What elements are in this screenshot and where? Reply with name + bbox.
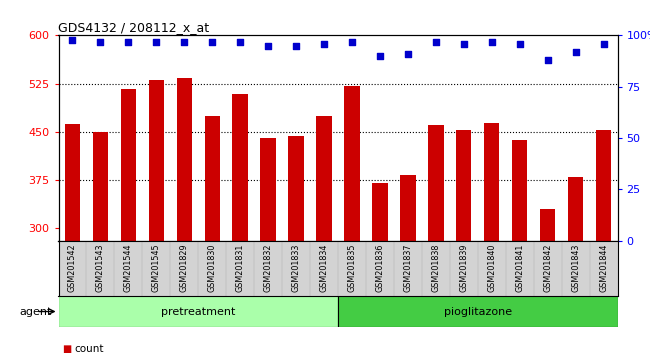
Bar <box>456 130 471 241</box>
Text: GSM201839: GSM201839 <box>460 244 468 292</box>
Point <box>291 43 302 48</box>
Point <box>318 41 329 46</box>
Bar <box>344 86 359 241</box>
Bar <box>65 124 80 241</box>
Text: GSM201833: GSM201833 <box>292 244 300 292</box>
Text: GSM201843: GSM201843 <box>571 244 580 292</box>
Bar <box>233 95 248 241</box>
Text: GDS4132 / 208112_x_at: GDS4132 / 208112_x_at <box>58 21 209 34</box>
Text: GSM201545: GSM201545 <box>152 244 161 292</box>
Bar <box>568 177 583 241</box>
Text: GSM201837: GSM201837 <box>404 244 412 292</box>
Point <box>402 51 413 57</box>
Text: GSM201842: GSM201842 <box>543 244 552 292</box>
Bar <box>428 125 443 241</box>
Text: GSM201841: GSM201841 <box>515 244 524 292</box>
Point <box>459 41 469 46</box>
Bar <box>484 123 499 241</box>
Text: GSM201834: GSM201834 <box>320 244 328 292</box>
Text: GSM201830: GSM201830 <box>208 244 216 292</box>
Bar <box>93 132 108 241</box>
Text: GSM201831: GSM201831 <box>236 244 244 292</box>
Bar <box>289 136 304 241</box>
Text: GSM201835: GSM201835 <box>348 244 356 292</box>
Point <box>263 43 273 48</box>
Text: GSM201829: GSM201829 <box>180 244 188 292</box>
Text: GSM201832: GSM201832 <box>264 244 272 292</box>
Point <box>431 39 441 44</box>
Bar <box>121 88 136 241</box>
Point <box>95 39 105 44</box>
Text: agent: agent <box>20 307 52 316</box>
Point <box>571 49 581 55</box>
Bar <box>149 80 164 241</box>
Bar <box>372 183 387 241</box>
Point <box>207 39 217 44</box>
Point <box>179 39 190 44</box>
Bar <box>512 140 527 241</box>
Text: pioglitazone: pioglitazone <box>444 307 512 316</box>
Bar <box>317 116 332 241</box>
Text: count: count <box>75 344 104 354</box>
Point <box>151 39 161 44</box>
Point <box>375 53 385 59</box>
Bar <box>540 209 555 241</box>
Bar <box>205 116 220 241</box>
Point <box>486 39 497 44</box>
Bar <box>58 296 338 327</box>
Text: GSM201544: GSM201544 <box>124 244 133 292</box>
Text: GSM201840: GSM201840 <box>488 244 496 292</box>
Bar <box>261 138 276 241</box>
Point <box>347 39 358 44</box>
Text: GSM201836: GSM201836 <box>376 244 384 292</box>
Point <box>235 39 246 44</box>
Text: GSM201838: GSM201838 <box>432 244 440 292</box>
Point <box>124 39 134 44</box>
Bar <box>338 296 618 327</box>
Bar <box>400 175 415 241</box>
Point <box>515 41 525 46</box>
Bar <box>177 78 192 241</box>
Point <box>67 37 78 42</box>
Point <box>599 41 609 46</box>
Text: GSM201543: GSM201543 <box>96 244 105 292</box>
Text: pretreatment: pretreatment <box>161 307 235 316</box>
Text: ■: ■ <box>62 344 71 354</box>
Text: GSM201844: GSM201844 <box>599 244 608 292</box>
Text: GSM201542: GSM201542 <box>68 244 77 292</box>
Point <box>542 57 552 63</box>
Bar <box>596 130 611 241</box>
